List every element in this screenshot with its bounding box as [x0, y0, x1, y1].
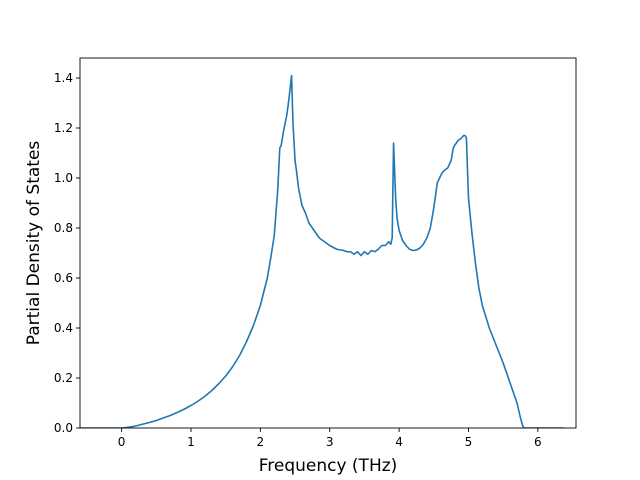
y-tick-label: 1.2	[54, 121, 73, 135]
y-tick-label: 1.4	[54, 71, 73, 85]
y-tick-label: 1.0	[54, 171, 73, 185]
x-tick-label: 0	[118, 435, 126, 449]
x-tick-label: 5	[465, 435, 473, 449]
x-tick-label: 1	[187, 435, 195, 449]
series-line-0	[80, 74, 565, 428]
y-tick-label: 0.4	[54, 321, 73, 335]
x-axis-label: Frequency (THz)	[259, 456, 398, 476]
x-tick-label: 6	[534, 435, 542, 449]
axes-frame	[79, 57, 577, 429]
y-axis-label: Partial Density of States	[24, 141, 44, 346]
x-tick-label: 4	[395, 435, 403, 449]
plot-area	[80, 74, 565, 428]
y-tick-label: 0.2	[54, 371, 73, 385]
y-tick-label: 0.8	[54, 221, 73, 235]
x-tick-label: 3	[326, 435, 334, 449]
y-tick-label: 0.0	[54, 421, 73, 435]
y-tick-label: 0.6	[54, 271, 73, 285]
x-tick-label: 2	[257, 435, 265, 449]
axes: 0 1 2 3 4 5 6 0.0 0.2 0.4 0.6 0.8 1.0 1.2 1.4	[54, 57, 577, 449]
